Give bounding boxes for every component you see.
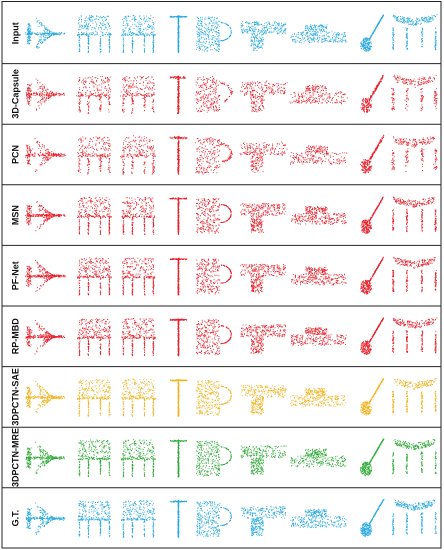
point-cloud-car [290,145,348,165]
row-label: MSN [10,205,20,225]
point-cloud-mug [195,137,233,175]
point-cloud-car [289,84,348,105]
row-label: G.T. [10,510,20,527]
point-cloud-pistol [239,141,288,173]
point-cloud-chair [121,257,156,296]
point-cloud-chair [77,318,112,357]
point-cloud-table [391,196,437,233]
point-cloud-chair [77,379,111,417]
row-label: PCN [10,145,20,164]
row-label: Input [10,22,20,44]
point-cloud-lamp [170,439,187,478]
row-labels: Input 3D-Capsule PCN MSN PF-Net RP-MBD 3DPCTN-… [10,22,20,526]
point-cloud-table [392,14,438,51]
row-label: RP-MBD [10,318,20,354]
point-cloud-car [291,266,347,286]
point-cloud-pistol [240,21,287,51]
point-cloud-car [290,448,347,468]
point-cloud-mug [196,501,232,538]
point-cloud-car [290,509,347,529]
point-cloud-table [392,499,437,535]
point-cloud-guitar [360,14,384,52]
point-cloud-pistol [240,445,287,475]
point-cloud-car [290,327,347,347]
row-label: 3DPCTN-MRE [10,428,20,487]
point-cloud-mug [196,380,232,416]
point-cloud-lamp [169,500,188,538]
point-cloud-chair [121,15,156,54]
point-cloud-guitar [360,196,384,234]
point-cloud-table [392,378,437,414]
point-cloud-chair [121,197,156,235]
point-cloud-mug [196,258,232,295]
point-cloud-table [392,439,437,475]
point-cloud-airplane [25,381,65,413]
point-cloud-table [391,136,438,172]
point-cloud-lamp [169,75,186,114]
point-cloud-grid [25,14,438,538]
point-cloud-guitar [360,75,384,113]
point-cloud-mug [196,440,232,477]
point-cloud-chair [77,500,111,538]
point-cloud-pistol [240,384,287,415]
point-cloud-table [391,257,437,293]
point-cloud-lamp [169,257,188,296]
point-cloud-table [391,317,438,354]
point-cloud-pistol [240,80,288,113]
point-cloud-guitar [360,134,385,174]
point-cloud-lamp [169,379,188,417]
point-cloud-table [391,74,438,112]
point-cloud-lamp [169,197,188,235]
point-cloud-chair [120,135,156,175]
point-cloud-chair [76,76,112,115]
row-label: 3D-Capsule [10,69,20,119]
point-cloud-airplane [25,260,66,292]
point-cloud-chair [121,439,156,478]
point-cloud-mug [196,319,232,356]
point-cloud-airplane [25,441,65,474]
point-cloud-mug [196,16,232,52]
point-cloud-airplane [25,78,65,111]
row-label: PF-Net [10,261,20,290]
point-cloud-chair [121,318,156,357]
point-cloud-car [290,24,347,43]
point-cloud-guitar [360,317,384,355]
point-cloud-guitar [360,499,385,537]
point-cloud-chair [121,500,156,538]
point-cloud-guitar [360,378,384,416]
point-cloud-mug [196,198,232,234]
point-cloud-chair [77,136,112,175]
point-cloud-car [290,387,347,407]
point-cloud-chair [77,15,112,53]
point-cloud-pistol [240,324,287,354]
row-separators [2,63,441,489]
point-cloud-lamp [169,15,188,54]
point-cloud-car [291,206,347,225]
point-cloud-pistol [240,203,287,233]
row-label: 3DPCTN-SAE [10,368,20,426]
point-cloud-airplane [25,320,65,355]
point-cloud-chair [121,378,156,417]
point-cloud-pistol [240,263,287,294]
point-cloud-airplane [25,502,66,535]
point-cloud-airplane [25,138,67,172]
point-cloud-chair [120,75,156,114]
point-cloud-chair [77,257,112,296]
point-cloud-mug [195,76,233,113]
point-cloud-chair [77,439,111,478]
point-cloud-guitar [360,438,385,477]
point-cloud-guitar [360,256,384,295]
point-cloud-airplane [25,17,66,49]
point-cloud-chair [77,196,112,235]
point-cloud-lamp [169,318,188,357]
point-cloud-airplane [25,201,66,232]
point-cloud-lamp [169,135,188,175]
point-cloud-pistol [241,506,287,537]
